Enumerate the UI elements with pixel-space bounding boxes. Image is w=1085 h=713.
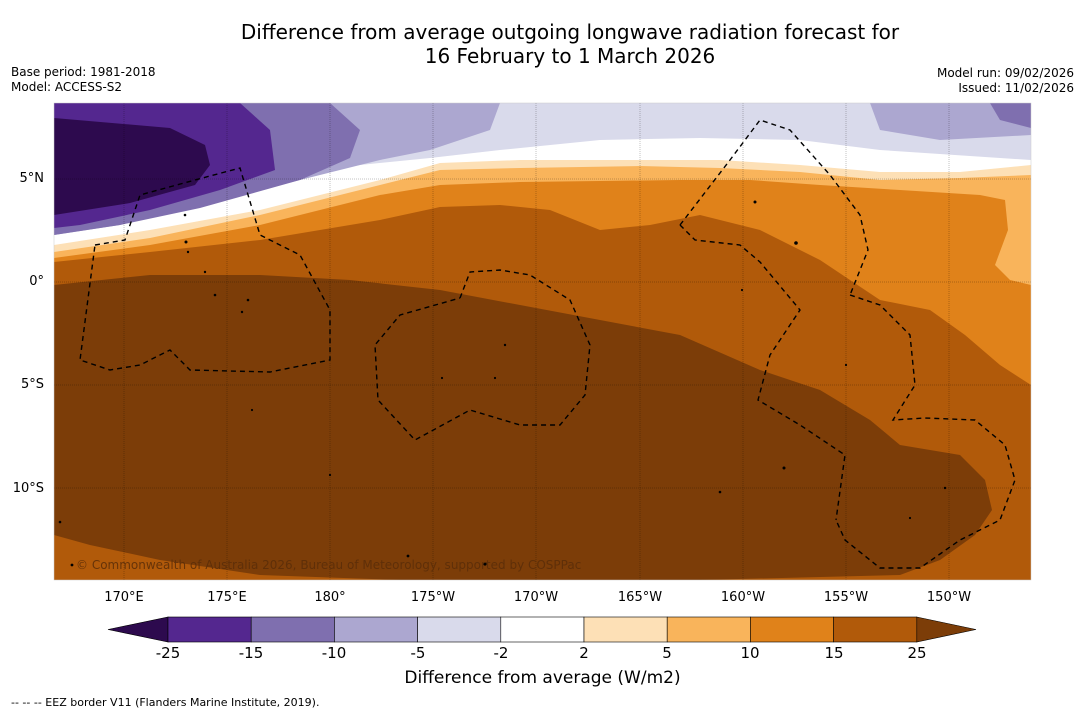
eez-borders [79,119,1016,569]
band-minus10-to-minus15 [54,103,1031,235]
eez-footnote: -- -- -- EEZ border V11 (Flanders Marine… [11,696,320,709]
colorbar-segment [250,616,335,643]
colorbar-tick-label: 25 [907,644,927,662]
lon-label-175w: 175°W [410,590,456,605]
lat-label-10s: 10°S [12,481,44,496]
colorbar-tick-label: -2 [493,644,509,662]
island-dots [58,200,947,567]
meta-right: Model run: 09/02/2026 Issued: 11/02/2026 [937,66,1074,96]
lon-label-155w: 155°W [823,590,869,605]
colorbar-tick-label: -15 [238,644,264,662]
colorbar-segment [833,616,918,643]
colorbar-tick-label: -5 [410,644,426,662]
band-15-to-25-south [54,535,400,580]
colorbar [107,616,977,643]
lon-label-150w: 150°W [926,590,972,605]
colorbar-segment [500,616,585,643]
band-below-minus25 [54,118,210,215]
lon-label-170e: 170°E [104,590,144,605]
model-run: Model run: 09/02/2026 [936,66,1074,80]
eez-border-line-islands [679,119,869,296]
map-frame [53,102,1032,581]
lat-label-5s: 5°S [20,377,44,392]
lon-label-175e: 175°E [207,590,247,605]
colorbar-segment [334,616,418,643]
title-line-1: Difference from average outgoing longwav… [240,20,900,44]
colorbar-tick-label: 5 [662,644,672,662]
lon-label-165w: 165°W [617,590,663,605]
colorbar-segment [666,616,751,643]
issued-date: Issued: 11/02/2026 [958,81,1074,95]
colorbar-tick-label: 15 [824,644,844,662]
colorbar-extend-low [107,616,169,643]
colorbar-segment [417,616,502,643]
colorbar-segment [750,616,834,643]
copyright-notice: © Commonwealth of Australia 2026, Bureau… [76,558,582,572]
lon-label-170w: 170°W [513,590,559,605]
colorbar-tick-label: 10 [740,644,760,662]
title-line-2: 16 February to 1 March 2026 [424,44,716,68]
model-name: Model: ACCESS-S2 [11,80,123,94]
colorbar-tick-label: -25 [155,644,181,662]
lon-label-160w: 160°W [720,590,766,605]
lat-label-5n: 5°N [19,171,45,186]
colorbar-title: Difference from average (W/m2) [404,668,681,688]
meta-left: Base period: 1981-2018 Model: ACCESS-S2 [11,65,156,95]
colorbar-segment [583,616,668,643]
lon-label-180: 180° [314,590,346,605]
eez-border-phoenix [374,269,591,441]
colorbar-segment [167,616,252,643]
eez-border-french-polynesia [835,294,1016,569]
colorbar-tick-label: -10 [321,644,347,662]
band-above-25 [54,275,992,580]
colorbar-tick-label: 2 [579,644,589,662]
chart-title: Difference from average outgoing longwav… [0,20,1085,68]
base-period: Base period: 1981-2018 [11,65,156,79]
map-fill-layers [54,103,1031,580]
eez-border-line-islands-west [679,224,846,521]
lat-label-0: 0° [29,274,44,289]
colorbar-extend-high [916,616,977,643]
